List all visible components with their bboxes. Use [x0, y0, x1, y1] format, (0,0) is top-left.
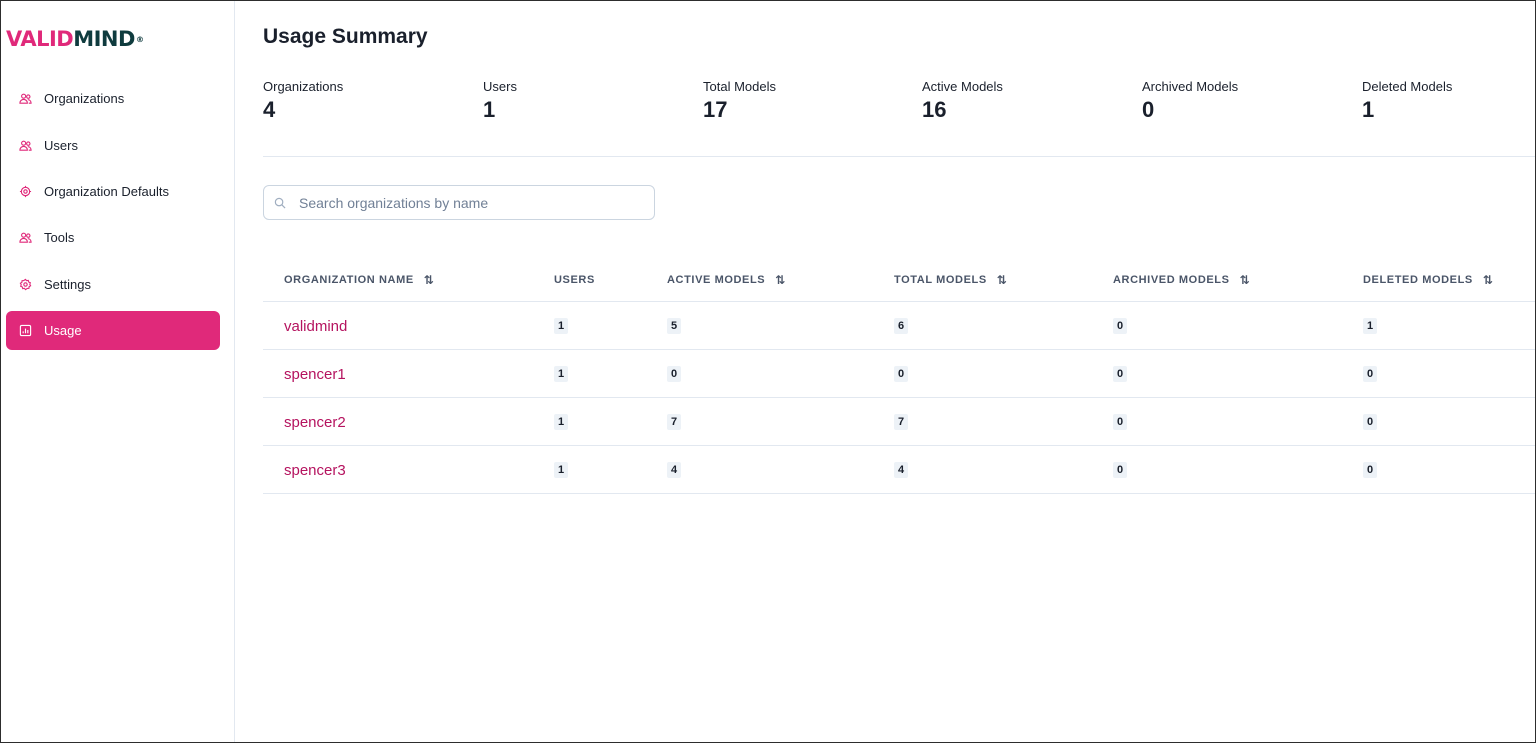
- archived-models-badge: 0: [1113, 462, 1128, 478]
- page-title: Usage Summary: [263, 25, 428, 48]
- stat-label: Deleted Models: [1362, 79, 1453, 94]
- main-content: Usage Summary Organizations 4 Users 1 To…: [235, 1, 1535, 742]
- chart-icon: [18, 324, 32, 338]
- active-models-badge: 5: [667, 318, 682, 334]
- sort-icon[interactable]: ⇅: [423, 272, 435, 287]
- total-models-badge: 0: [894, 366, 909, 382]
- active-models-badge: 4: [667, 462, 682, 478]
- stat-active-models: Active Models 16: [922, 79, 1122, 123]
- sidebar-item-settings[interactable]: Settings: [6, 265, 220, 304]
- stat-value: 4: [263, 97, 276, 122]
- sort-icon[interactable]: ⇅: [1482, 272, 1494, 287]
- users-count-badge: 1: [554, 462, 569, 478]
- logo-text-mind: MIND: [73, 27, 135, 51]
- cog-icon: [18, 185, 32, 199]
- table-row: spencer2 1 7 7 0 0: [263, 398, 1535, 446]
- total-models-badge: 6: [894, 318, 909, 334]
- stat-organizations: Organizations 4: [263, 79, 463, 123]
- organization-link[interactable]: validmind: [284, 317, 348, 335]
- table-row: validmind 1 5 6 0 1: [263, 302, 1535, 350]
- gear-icon: [18, 278, 32, 292]
- active-models-badge: 7: [667, 414, 682, 430]
- column-header-users: USERS: [554, 257, 595, 302]
- table-header: ORGANIZATION NAME ⇅ USERS ACTIVE MODELS …: [263, 257, 1535, 302]
- sort-icon[interactable]: ⇅: [775, 272, 786, 287]
- organization-link[interactable]: spencer1: [284, 365, 346, 383]
- archived-models-badge: 0: [1113, 366, 1128, 382]
- stat-label: Archived Models: [1142, 79, 1239, 94]
- sidebar-item-label: Tools: [44, 230, 75, 245]
- column-header-organization-name[interactable]: ORGANIZATION NAME ⇅: [284, 257, 434, 302]
- stat-value: 16: [922, 97, 947, 122]
- stat-value: 0: [1142, 97, 1155, 122]
- stat-value: 17: [703, 97, 728, 122]
- users-icon: [18, 139, 32, 153]
- users-icon: [18, 92, 32, 106]
- sidebar-item-label: Usage: [44, 323, 82, 338]
- sidebar-item-label: Settings: [44, 277, 91, 292]
- stat-label: Organizations: [263, 79, 344, 94]
- column-label: ACTIVE MODELS: [667, 273, 766, 286]
- sidebar-item-organization-defaults[interactable]: Organization Defaults: [6, 172, 220, 211]
- sidebar-item-organizations[interactable]: Organizations: [6, 79, 220, 118]
- column-header-archived-models[interactable]: ARCHIVED MODELS ⇅: [1113, 257, 1250, 302]
- users-icon: [18, 231, 32, 245]
- organizations-table: ORGANIZATION NAME ⇅ USERS ACTIVE MODELS …: [263, 257, 1535, 494]
- stat-value: 1: [1362, 97, 1375, 122]
- search-input[interactable]: [299, 194, 639, 211]
- stat-label: Users: [483, 79, 517, 94]
- total-models-badge: 4: [894, 462, 909, 478]
- stats-summary: Organizations 4 Users 1 Total Models 17 …: [263, 79, 1535, 129]
- table-row: spencer3 1 4 4 0 0: [263, 446, 1535, 494]
- validmind-logo[interactable]: VALID MIND ®: [6, 26, 144, 52]
- column-label: DELETED MODELS: [1363, 273, 1473, 286]
- total-models-badge: 7: [894, 414, 909, 430]
- stat-archived-models: Archived Models 0: [1142, 79, 1342, 123]
- archived-models-badge: 0: [1113, 318, 1128, 334]
- deleted-models-badge: 0: [1363, 366, 1378, 382]
- column-header-deleted-models[interactable]: DELETED MODELS ⇅: [1363, 257, 1494, 302]
- column-header-total-models[interactable]: TOTAL MODELS ⇅: [894, 257, 1007, 302]
- table-row: spencer1 1 0 0 0 0: [263, 350, 1535, 398]
- sort-icon[interactable]: ⇅: [1239, 272, 1251, 287]
- column-header-active-models[interactable]: ACTIVE MODELS ⇅: [667, 257, 786, 302]
- column-label: TOTAL MODELS: [894, 273, 987, 286]
- sidebar-item-label: Organization Defaults: [44, 184, 170, 199]
- stat-users: Users 1: [483, 79, 683, 123]
- search-icon: [274, 196, 287, 209]
- sidebar-item-tools[interactable]: Tools: [6, 218, 220, 257]
- column-label: ORGANIZATION NAME: [284, 273, 414, 286]
- stat-total-models: Total Models 17: [703, 79, 903, 123]
- deleted-models-badge: 0: [1363, 462, 1378, 478]
- column-label: ARCHIVED MODELS: [1113, 273, 1230, 286]
- stat-label: Total Models: [703, 79, 776, 94]
- users-count-badge: 1: [554, 414, 569, 430]
- sort-icon[interactable]: ⇅: [996, 272, 1008, 287]
- logo-registered-mark: ®: [135, 34, 144, 44]
- sidebar-item-label: Users: [44, 138, 78, 153]
- search-box[interactable]: [263, 185, 655, 220]
- sidebar-item-usage[interactable]: Usage: [6, 311, 220, 350]
- stat-label: Active Models: [922, 79, 1003, 94]
- archived-models-badge: 0: [1113, 414, 1128, 430]
- deleted-models-badge: 1: [1363, 318, 1378, 334]
- users-count-badge: 1: [554, 366, 569, 382]
- divider: [263, 156, 1535, 157]
- column-label: USERS: [554, 273, 595, 286]
- stat-deleted-models: Deleted Models 1: [1362, 79, 1535, 123]
- sidebar: VALID MIND ® Organizations Users Organizat…: [1, 1, 235, 742]
- active-models-badge: 0: [667, 366, 682, 382]
- logo-text-valid: VALID: [6, 27, 74, 51]
- deleted-models-badge: 0: [1363, 414, 1378, 430]
- users-count-badge: 1: [554, 318, 569, 334]
- organization-link[interactable]: spencer2: [284, 413, 346, 431]
- stat-value: 1: [483, 97, 496, 122]
- sidebar-item-label: Organizations: [44, 91, 125, 106]
- sidebar-item-users[interactable]: Users: [6, 126, 220, 165]
- organization-link[interactable]: spencer3: [284, 461, 346, 479]
